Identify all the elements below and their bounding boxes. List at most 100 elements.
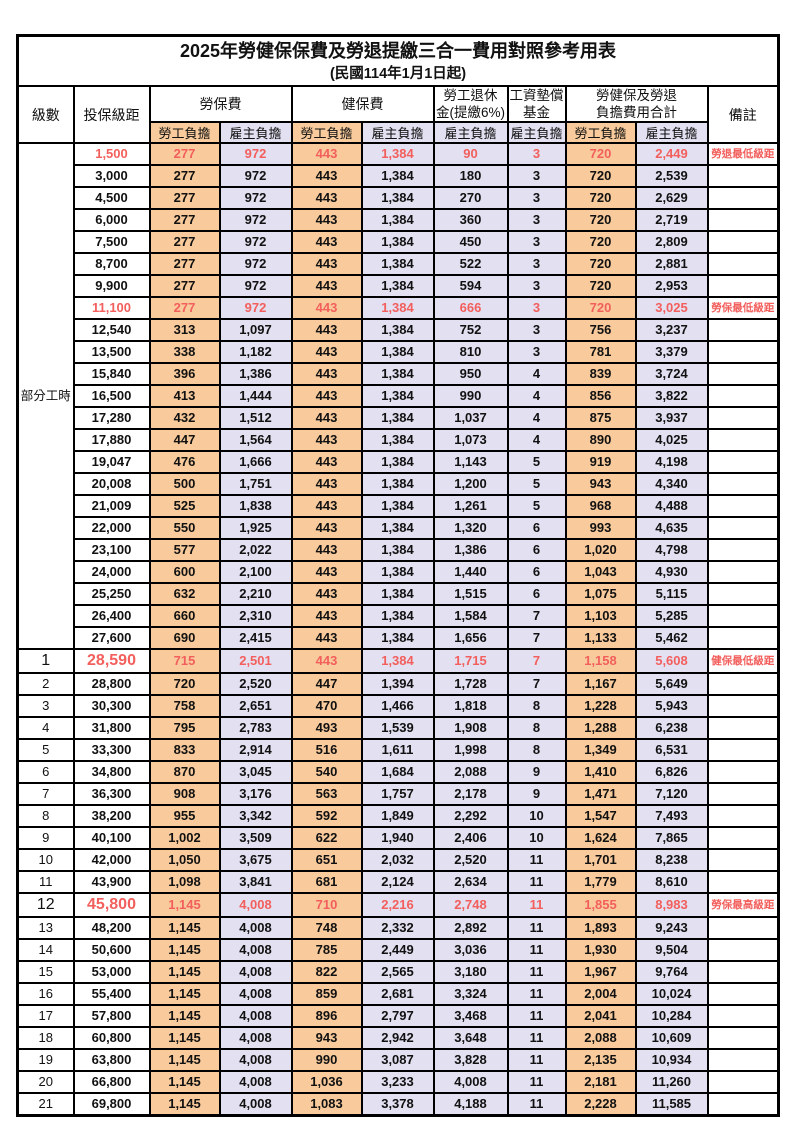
- cell-total-er: 2,449: [634, 142, 709, 166]
- cell-wage-fund-er: 11: [506, 960, 567, 984]
- cell-level: 7: [16, 782, 75, 806]
- cell-pension-er: 2,406: [432, 826, 509, 850]
- cell-remark: [706, 938, 780, 962]
- table-row: 17 57,800 1,145 4,008 896 2,797 3,468 11 2,041 10…: [16, 1004, 780, 1028]
- cell-labor-er: 972: [218, 296, 293, 320]
- cell-total-er: 8,610: [634, 870, 709, 894]
- cell-total-emp: 1,855: [564, 892, 637, 918]
- cell-labor-er: 2,415: [218, 626, 293, 650]
- cell-labor-emp: 690: [148, 626, 221, 650]
- table-row: 17,280 432 1,512 443 1,384 1,037 4 875 3,937: [18, 406, 780, 430]
- col-header-pension: 勞工退休 金(提繳6%): [432, 85, 509, 123]
- cell-pension-er: 1,998: [432, 738, 509, 762]
- cell-health-emp: 470: [290, 694, 363, 718]
- cell-labor-emp: 277: [148, 230, 221, 254]
- cell-health-emp: 443: [290, 406, 363, 430]
- cell-pension-er: 1,656: [432, 626, 509, 650]
- table-row: 27,600 690 2,415 443 1,384 1,656 7 1,133 5,462: [18, 626, 780, 650]
- cell-pension-er: 1,143: [432, 450, 509, 474]
- cell-labor-emp: 632: [148, 582, 221, 606]
- table-row: 3 30,300 758 2,651 470 1,466 1,818 8 1,228 5,943: [16, 694, 780, 718]
- cell-total-er: 7,865: [634, 826, 709, 850]
- cell-pension-er: 1,728: [432, 672, 509, 696]
- cell-labor-emp: 447: [148, 428, 221, 452]
- cell-labor-emp: 600: [148, 560, 221, 584]
- cell-total-emp: 943: [564, 472, 637, 496]
- cell-total-er: 10,609: [634, 1026, 709, 1050]
- cell-labor-emp: 277: [148, 274, 221, 298]
- cell-wage-fund-er: 11: [506, 848, 567, 872]
- cell-health-er: 1,384: [360, 340, 435, 364]
- cell-level: 11: [16, 870, 75, 894]
- cell-health-emp: 443: [290, 538, 363, 562]
- table-row: 19,047 476 1,666 443 1,384 1,143 5 919 4,198: [18, 450, 780, 474]
- cell-wage-fund-er: 10: [506, 826, 567, 850]
- cell-health-er: 1,384: [360, 384, 435, 408]
- cell-total-er: 4,798: [634, 538, 709, 562]
- cell-labor-emp: 413: [148, 384, 221, 408]
- cell-total-er: 5,608: [634, 648, 709, 674]
- cell-bracket: 53,000: [72, 960, 151, 984]
- cell-health-er: 1,394: [360, 672, 435, 696]
- cell-pension-er: 1,261: [432, 494, 509, 518]
- cell-level: 17: [16, 1004, 75, 1028]
- cell-health-er: 1,757: [360, 782, 435, 806]
- table-row: 11 43,900 1,098 3,841 681 2,124 2,634 11 1,779 8,…: [16, 870, 780, 894]
- table-row: 17,880 447 1,564 443 1,384 1,073 4 890 4,025: [18, 428, 780, 452]
- cell-level: 13: [16, 916, 75, 940]
- cell-remark: [706, 1048, 780, 1072]
- cell-health-er: 2,681: [360, 982, 435, 1006]
- cell-health-emp: 443: [290, 318, 363, 342]
- cell-pension-er: 2,748: [432, 892, 509, 918]
- cell-pension-er: 594: [432, 274, 509, 298]
- cell-remark: [706, 604, 780, 628]
- cell-pension-er: 2,892: [432, 916, 509, 940]
- cell-health-er: 1,940: [360, 826, 435, 850]
- cell-labor-emp: 1,145: [148, 892, 221, 918]
- cell-total-emp: 720: [564, 186, 637, 210]
- cell-wage-fund-er: 3: [506, 142, 567, 166]
- cell-total-emp: 1,228: [564, 694, 637, 718]
- cell-remark: [706, 760, 780, 784]
- table-row: 16 55,400 1,145 4,008 859 2,681 3,324 11 2,004 10…: [16, 982, 780, 1006]
- table-row: 21 69,800 1,145 4,008 1,083 3,378 4,188 11 2,228…: [16, 1092, 780, 1117]
- cell-total-er: 9,764: [634, 960, 709, 984]
- cell-health-er: 1,539: [360, 716, 435, 740]
- cell-health-emp: 443: [290, 164, 363, 188]
- cell-labor-er: 3,045: [218, 760, 293, 784]
- cell-bracket: 66,800: [72, 1070, 151, 1094]
- cell-remark: [706, 318, 780, 342]
- cell-labor-er: 972: [218, 274, 293, 298]
- cell-total-er: 5,115: [634, 582, 709, 606]
- cell-bracket: 57,800: [72, 1004, 151, 1028]
- cell-health-er: 1,384: [360, 252, 435, 276]
- cell-labor-er: 2,783: [218, 716, 293, 740]
- cell-pension-er: 1,073: [432, 428, 509, 452]
- cell-total-emp: 756: [564, 318, 637, 342]
- cell-total-er: 5,649: [634, 672, 709, 696]
- cell-total-er: 9,243: [634, 916, 709, 940]
- cell-total-emp: 1,930: [564, 938, 637, 962]
- cell-labor-emp: 313: [148, 318, 221, 342]
- cell-remark: [706, 450, 780, 474]
- cell-labor-emp: 908: [148, 782, 221, 806]
- subheader-labor-employer: 雇主負擔: [218, 121, 293, 144]
- cell-labor-er: 4,008: [218, 892, 293, 918]
- cell-total-emp: 1,158: [564, 648, 637, 674]
- cell-labor-er: 3,509: [218, 826, 293, 850]
- cell-health-emp: 443: [290, 340, 363, 364]
- cell-health-emp: 896: [290, 1004, 363, 1028]
- cell-level: 15: [16, 960, 75, 984]
- cell-bracket: 9,900: [72, 274, 151, 298]
- cell-health-emp: 592: [290, 804, 363, 828]
- table-row: 21,009 525 1,838 443 1,384 1,261 5 968 4,488: [18, 494, 780, 518]
- cell-bracket: 45,800: [72, 892, 151, 918]
- cell-pension-er: 2,088: [432, 760, 509, 784]
- col-header-total-line2: 負擔費用合計: [596, 105, 677, 120]
- cell-health-er: 1,384: [360, 450, 435, 474]
- cell-level: 14: [16, 938, 75, 962]
- cell-health-emp: 681: [290, 870, 363, 894]
- cell-total-er: 3,822: [634, 384, 709, 408]
- cell-total-er: 10,024: [634, 982, 709, 1006]
- cell-pension-er: 1,818: [432, 694, 509, 718]
